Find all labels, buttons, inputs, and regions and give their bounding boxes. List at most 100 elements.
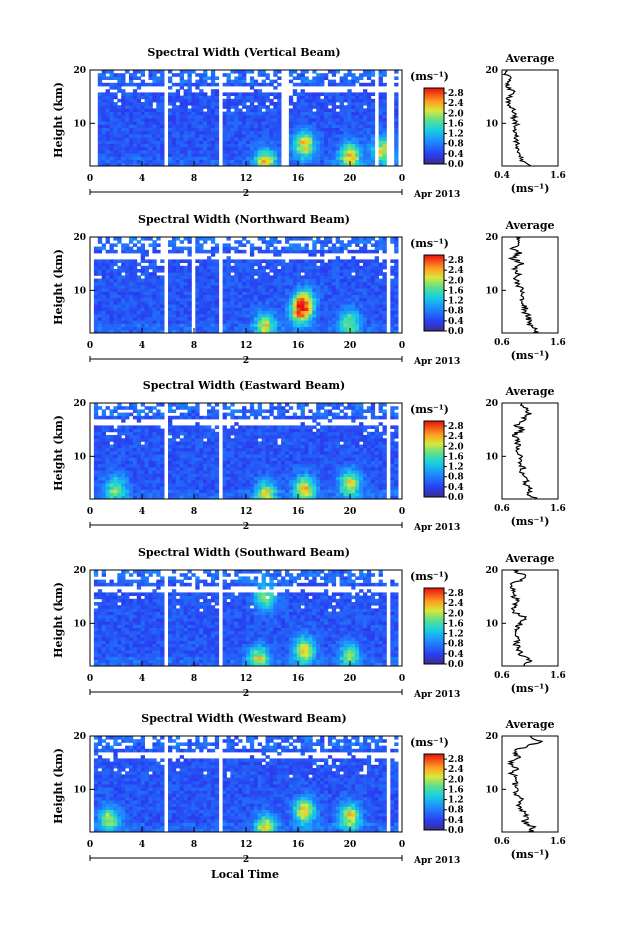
heatmap-cell <box>253 269 259 273</box>
heatmap-cell <box>296 92 301 96</box>
heatmap-cell <box>109 95 114 100</box>
heatmap-cell <box>140 79 145 84</box>
heatmap-cell <box>140 476 145 481</box>
heatmap-cell <box>288 259 294 263</box>
heatmap-cell <box>148 320 153 324</box>
heatmap-cell <box>308 111 313 116</box>
heatmap-cell <box>304 92 309 96</box>
heatmap-cell <box>117 473 122 477</box>
heatmap-cell <box>175 162 181 167</box>
heatmap-cell <box>253 288 259 292</box>
heatmap-cell <box>175 294 181 299</box>
heatmap-cell <box>261 425 266 429</box>
heatmap-cell <box>242 143 247 148</box>
heatmap-cell <box>210 412 216 417</box>
heatmap-cell <box>132 435 138 439</box>
heatmap-cell <box>129 313 134 318</box>
heatmap-cell <box>175 415 181 420</box>
heatmap-cell <box>300 114 305 119</box>
heatmap-cell <box>144 412 149 417</box>
heatmap-cell <box>312 317 317 321</box>
heatmap-cell <box>125 457 130 461</box>
heatmap-cell <box>140 127 145 132</box>
heatmap-cell <box>261 278 266 283</box>
heatmap-cell <box>144 143 149 148</box>
heatmap-cell <box>234 428 239 433</box>
heatmap-cell <box>320 313 325 318</box>
heatmap-cell <box>288 114 294 119</box>
heatmap-cell <box>105 153 110 157</box>
heatmap-cell <box>249 153 255 157</box>
heatmap-cell <box>121 460 126 465</box>
heatmap-cell <box>257 102 262 106</box>
heatmap-cell <box>129 76 134 80</box>
heatmap-cell <box>265 479 270 484</box>
heatmap-cell <box>105 451 110 455</box>
heatmap-cell <box>257 476 262 481</box>
heatmap-cell <box>136 134 142 138</box>
heatmap-cell <box>136 118 142 122</box>
heatmap-cell <box>175 431 181 436</box>
heatmap-cell <box>253 297 259 302</box>
heatmap-cell <box>140 473 145 477</box>
heatmap-cell <box>93 460 99 465</box>
heatmap-cell <box>140 495 145 500</box>
heatmap-cell <box>300 317 305 321</box>
heatmap-cell <box>382 111 387 116</box>
heatmap-cell <box>97 130 103 135</box>
heatmap-cell <box>355 240 360 244</box>
heatmap-cell <box>195 444 200 449</box>
heatmap-cell <box>327 329 333 334</box>
heatmap-cell <box>374 310 379 315</box>
heatmap-cell <box>296 82 301 87</box>
heatmap-cell <box>179 124 184 128</box>
heatmap-cell <box>363 143 368 148</box>
heatmap-cell <box>160 467 165 471</box>
heatmap-cell <box>132 70 138 74</box>
heatmap-cell <box>117 435 122 439</box>
heatmap-cell <box>97 457 103 461</box>
heatmap-cell <box>125 98 130 103</box>
panel-2: Spectral Width (Northward Beam)2010Heigh… <box>52 213 566 367</box>
heatmap-cell <box>168 326 173 331</box>
heatmap-cell <box>234 486 239 490</box>
x-tick-label: 4 <box>139 341 145 351</box>
heatmap-cell <box>199 98 204 103</box>
heatmap-cell <box>394 313 399 318</box>
heatmap-cell <box>304 108 309 112</box>
heatmap-cell <box>140 457 145 461</box>
heatmap-cell <box>117 130 122 135</box>
heatmap-cell <box>140 278 145 283</box>
heatmap-cell <box>359 98 364 103</box>
heatmap-cell <box>382 130 387 135</box>
heatmap-cell <box>277 326 282 331</box>
heatmap-cell <box>378 143 383 148</box>
heatmap-cell <box>292 108 298 112</box>
heatmap-cell <box>144 473 149 477</box>
heatmap-cell <box>234 473 239 477</box>
heatmap-cell <box>300 130 305 135</box>
heatmap-cell <box>129 460 134 465</box>
heatmap-cell <box>343 278 348 283</box>
heatmap-cell <box>249 156 255 160</box>
heatmap-cell <box>93 415 99 420</box>
heatmap-cell <box>136 275 142 279</box>
heatmap-cell <box>226 159 231 164</box>
heatmap-cell <box>238 275 243 279</box>
heatmap-cell <box>308 307 313 311</box>
heatmap-cell <box>125 467 130 471</box>
heatmap-cell <box>335 317 340 321</box>
heatmap-cell <box>339 297 344 302</box>
heatmap-cell <box>203 294 208 299</box>
heatmap-cell <box>277 294 282 299</box>
heatmap-cell <box>105 82 110 87</box>
heatmap-cell <box>265 457 270 461</box>
heatmap-cell <box>140 146 145 151</box>
heatmap-cell <box>132 143 138 148</box>
heatmap-cell <box>117 412 122 417</box>
heatmap-cell <box>97 444 103 449</box>
heatmap-cell <box>366 121 372 125</box>
heatmap-cell <box>136 304 142 308</box>
heatmap-cell <box>359 265 364 270</box>
heatmap-cell <box>324 281 329 286</box>
